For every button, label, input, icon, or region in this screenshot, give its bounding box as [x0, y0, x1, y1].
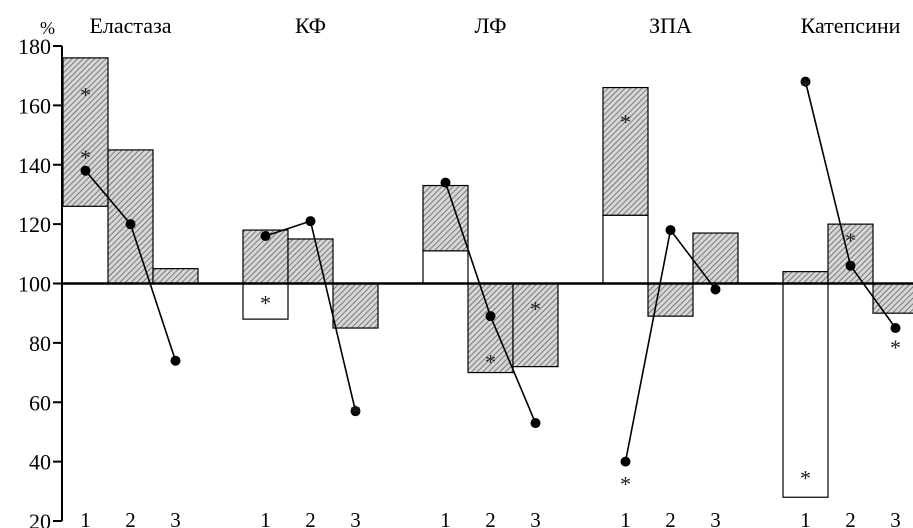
- significance-star: *: [800, 74, 811, 99]
- x-tick-label: 1: [260, 508, 271, 528]
- y-tick-label: 80: [29, 331, 51, 356]
- significance-star: *: [620, 109, 631, 134]
- bar-shaded-segment: [107, 149, 154, 285]
- series-point: [260, 231, 271, 241]
- series-point: [305, 216, 316, 227]
- bar-shaded-segment: [332, 282, 379, 329]
- bar-open-segment: [422, 250, 469, 285]
- series-point: [80, 165, 91, 176]
- significance-star: *: [80, 145, 91, 170]
- bars: [62, 57, 913, 498]
- series-point: [710, 284, 721, 295]
- series-point: [350, 406, 361, 417]
- x-tick-label: 3: [710, 508, 721, 528]
- x-tick-label: 2: [845, 508, 856, 528]
- group-title: ЗПА: [649, 13, 692, 38]
- bar-open-segment: [602, 214, 649, 285]
- bar-shaded-segment: [152, 268, 199, 285]
- y-tick-label: 160: [18, 93, 51, 118]
- bar-shaded-segment: [62, 57, 109, 207]
- y-tick-label: 140: [18, 153, 51, 178]
- significance-star: *: [620, 471, 631, 496]
- x-tick-label: 2: [125, 508, 136, 528]
- significance-star: *: [845, 228, 856, 253]
- y-tick-label: 180: [18, 34, 51, 59]
- series-point: [125, 219, 136, 230]
- bar-shaded-segment: [287, 238, 334, 285]
- x-tick-label: 3: [530, 508, 541, 528]
- y-tick-label: 120: [18, 212, 51, 237]
- x-tick-label: 2: [665, 508, 676, 528]
- x-tick-label: 2: [305, 508, 316, 528]
- y-unit-label: %: [40, 18, 55, 38]
- x-tick-label: 2: [485, 508, 496, 528]
- series-point: [530, 418, 541, 429]
- labels: 20 40 60 80 100 120 140 160 180% 1 2 3 * * Еластаза 1 2 3…: [18, 13, 901, 528]
- bar-shaded-segment: [827, 223, 874, 285]
- significance-star: *: [350, 400, 361, 425]
- significance-star: *: [530, 296, 541, 321]
- x-tick-label: 1: [440, 508, 451, 528]
- y-tick-label: 20: [29, 509, 51, 528]
- x-tick-label: 3: [890, 508, 901, 528]
- group-title: ЛФ: [474, 13, 506, 38]
- bar-shaded-segment: [467, 282, 514, 374]
- group-title: Катепсини: [801, 13, 901, 38]
- group-title: КФ: [295, 13, 326, 38]
- bar-shaded-segment: [512, 282, 559, 368]
- series-point: [485, 311, 496, 322]
- bar-shaded-segment: [602, 86, 649, 216]
- x-tick-label: 1: [800, 508, 811, 528]
- significance-star: *: [260, 290, 271, 315]
- series-point: [665, 225, 676, 236]
- series-point: [620, 456, 631, 467]
- series-point: [845, 260, 856, 271]
- series-point: [440, 177, 451, 188]
- bar-shaded-segment: [872, 282, 913, 314]
- series-point: [170, 355, 181, 366]
- bar-shaded-segment: [692, 232, 739, 285]
- x-tick-label: 1: [80, 508, 91, 528]
- significance-star: *: [80, 83, 91, 108]
- y-tick-label: 40: [29, 450, 51, 475]
- significance-star: *: [485, 350, 496, 375]
- x-tick-label: 3: [170, 508, 181, 528]
- x-tick-label: 3: [350, 508, 361, 528]
- bar-open-segment: [782, 282, 829, 498]
- group-title: Еластаза: [89, 13, 171, 38]
- significance-star: *: [800, 466, 811, 491]
- series-point: [800, 76, 811, 87]
- x-tick-label: 1: [620, 508, 631, 528]
- series-lines: [80, 76, 901, 467]
- bar-shaded-segment: [782, 271, 829, 285]
- y-tick-label: 60: [29, 390, 51, 415]
- series-point: [890, 323, 901, 334]
- bar-shaded-segment: [422, 184, 469, 252]
- axes: [53, 45, 63, 522]
- y-tick-label: 100: [18, 272, 51, 297]
- significance-star: *: [890, 335, 901, 360]
